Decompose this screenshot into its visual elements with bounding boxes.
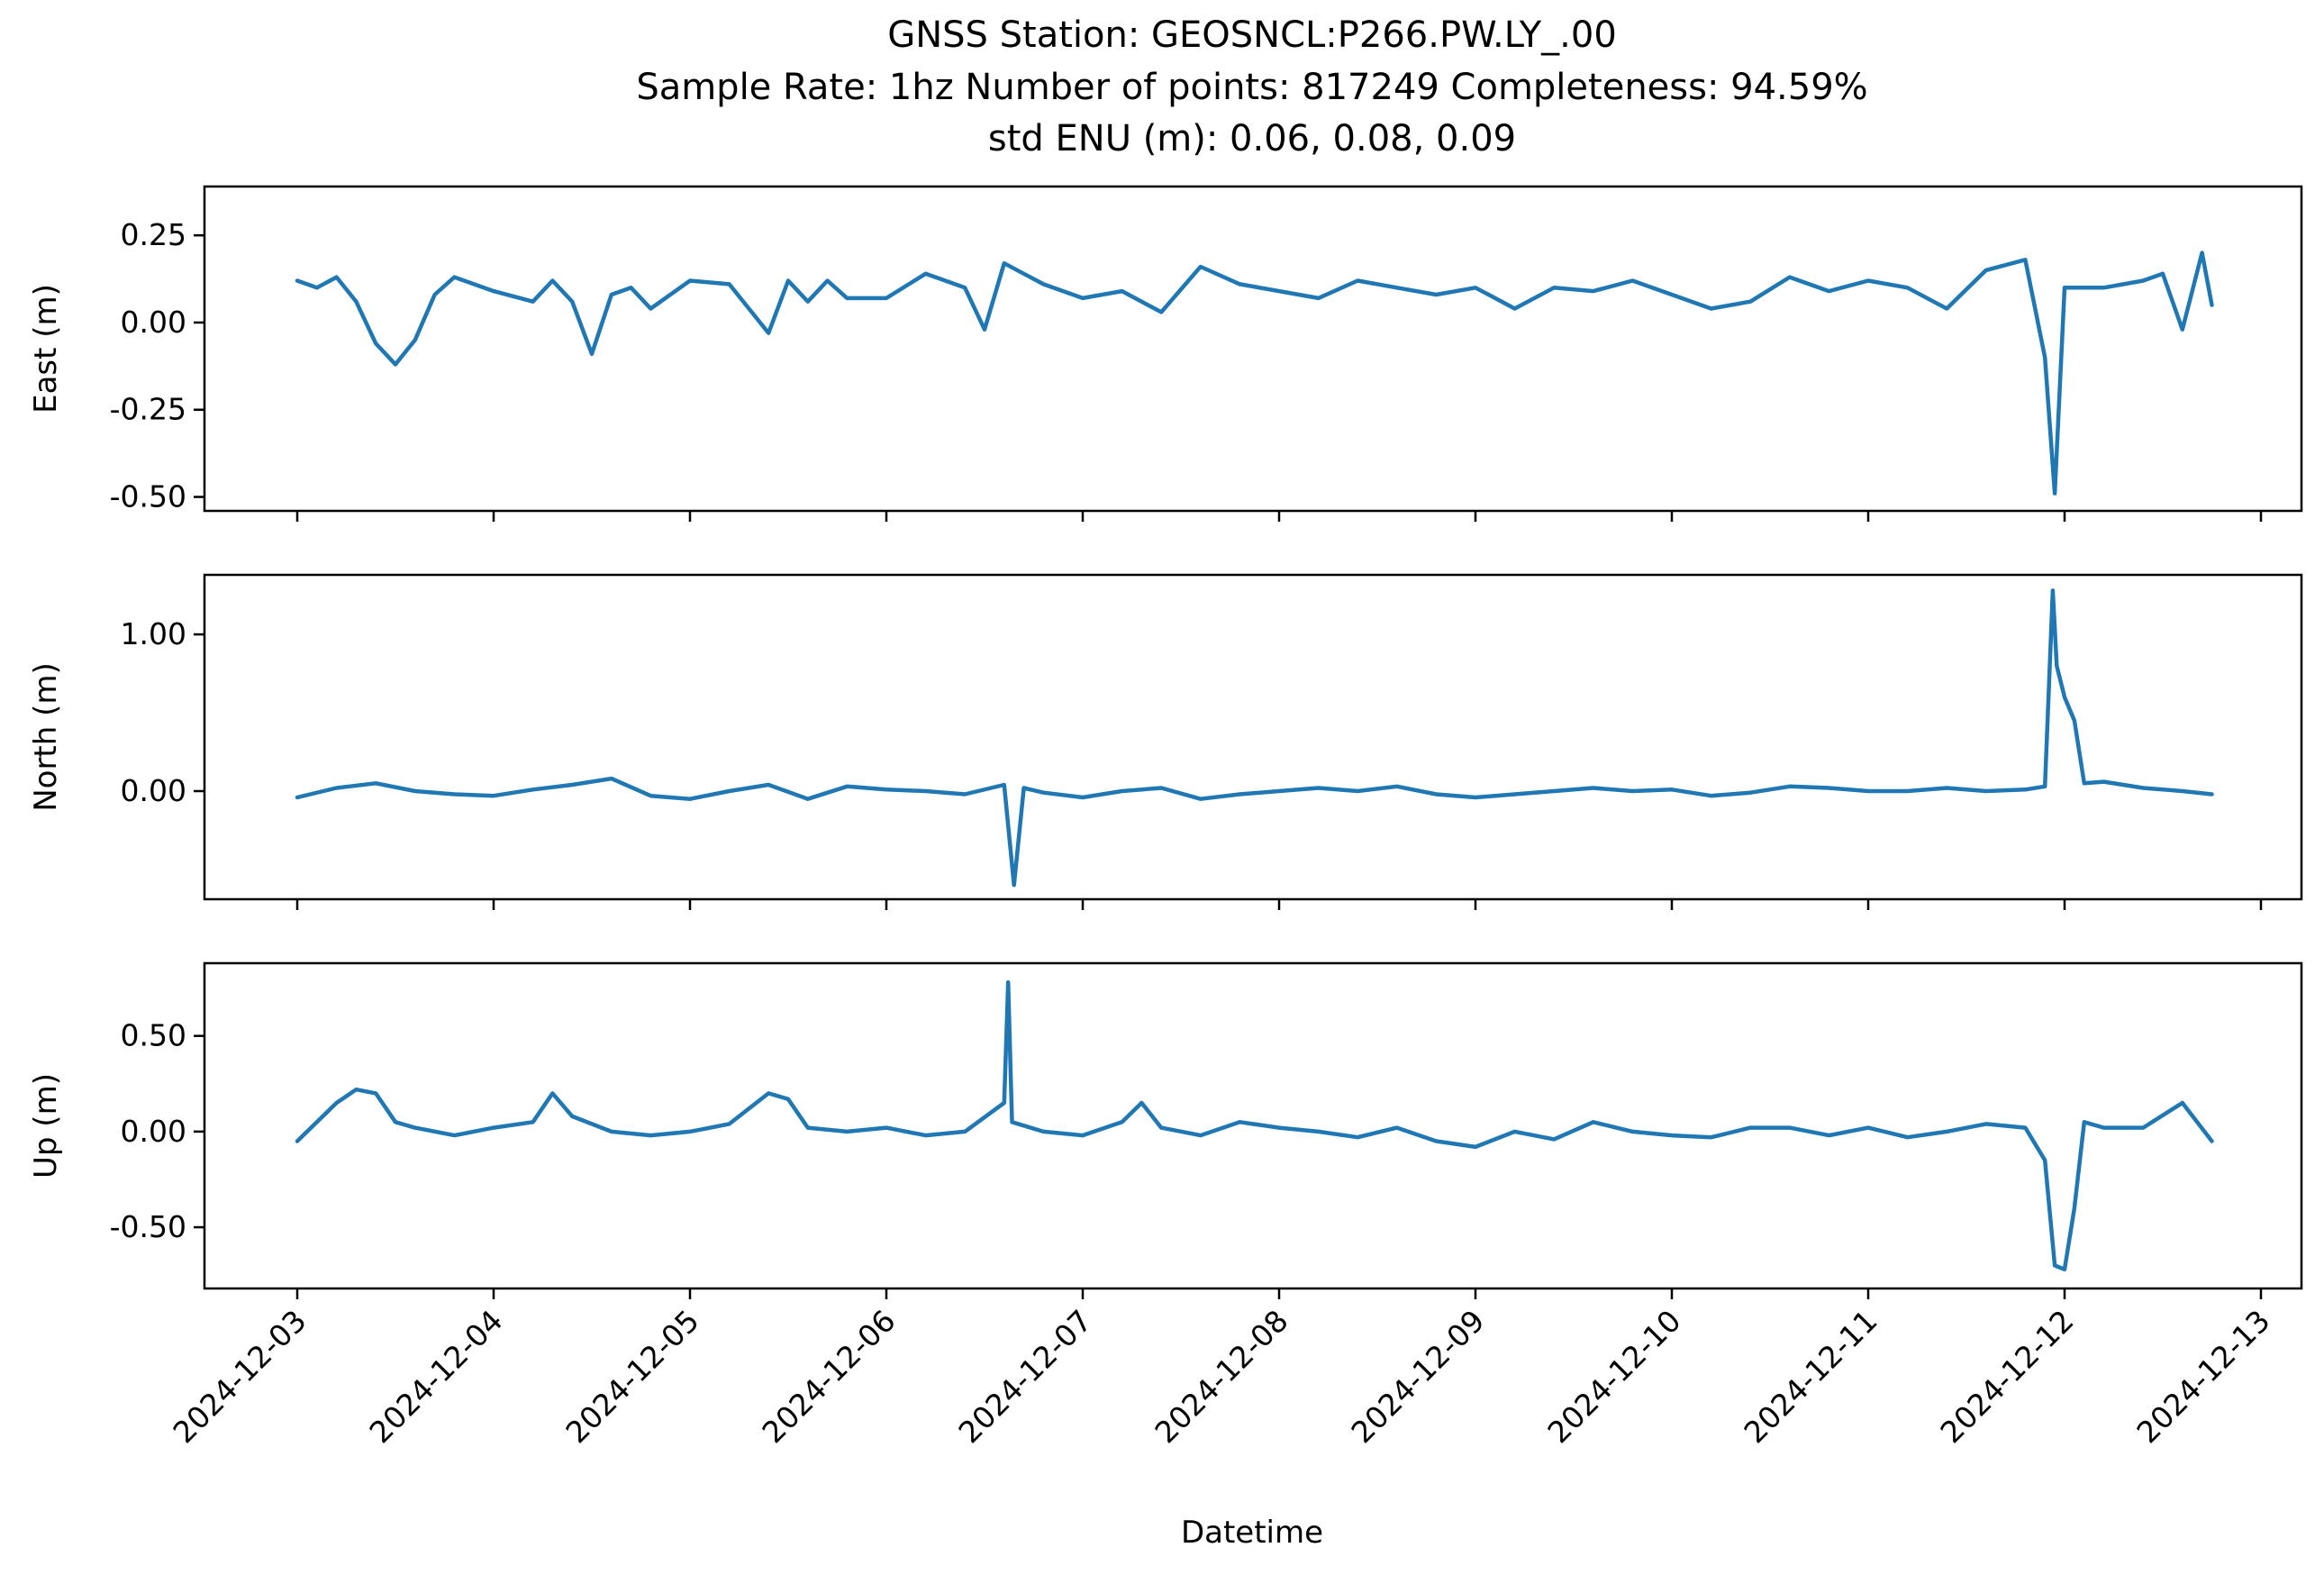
- y-tick-label: -0.25: [110, 392, 186, 427]
- axes-frame: [203, 185, 2303, 513]
- subplot-north: 1.00 0.00 North (m): [28, 573, 2303, 910]
- series-line: [295, 588, 2214, 888]
- y-tick-label: 0.00: [121, 305, 186, 340]
- title-line-station: GNSS Station: GEOSNCL:P266.PW.LY_.00: [887, 14, 1617, 56]
- y-tick-label: -0.50: [110, 1209, 186, 1244]
- subplot-east: 0.25 0.00 -0.25 -0.50 East (m): [28, 185, 2303, 522]
- axes-frame: [203, 961, 2303, 1290]
- y-axis-label: North (m): [28, 662, 64, 812]
- y-tick-label: 1.00: [121, 616, 186, 651]
- y-tick-label: 0.25: [121, 217, 186, 252]
- y-tick-label: 0.50: [121, 1018, 186, 1053]
- subplot-up: 0.50 0.00 -0.50 Up (m): [28, 961, 2303, 1299]
- title-line-std-enu: std ENU (m): 0.06, 0.08, 0.09: [988, 118, 1516, 159]
- series-line: [295, 250, 2214, 496]
- title-line-sample-info: Sample Rate: 1hz Number of points: 81724…: [636, 67, 1867, 108]
- y-tick-label: -0.50: [110, 479, 186, 514]
- x-axis-label: Datetime: [1181, 1515, 1323, 1551]
- series-line: [295, 979, 2214, 1272]
- y-tick-label: 0.00: [121, 1114, 186, 1149]
- y-axis-label: Up (m): [28, 1073, 64, 1179]
- y-axis-label: East (m): [28, 284, 64, 414]
- y-tick-label: 0.00: [121, 773, 186, 808]
- axes-frame: [203, 573, 2303, 901]
- chart-title: GNSS Station: GEOSNCL:P266.PW.LY_.00 Sam…: [636, 14, 1867, 159]
